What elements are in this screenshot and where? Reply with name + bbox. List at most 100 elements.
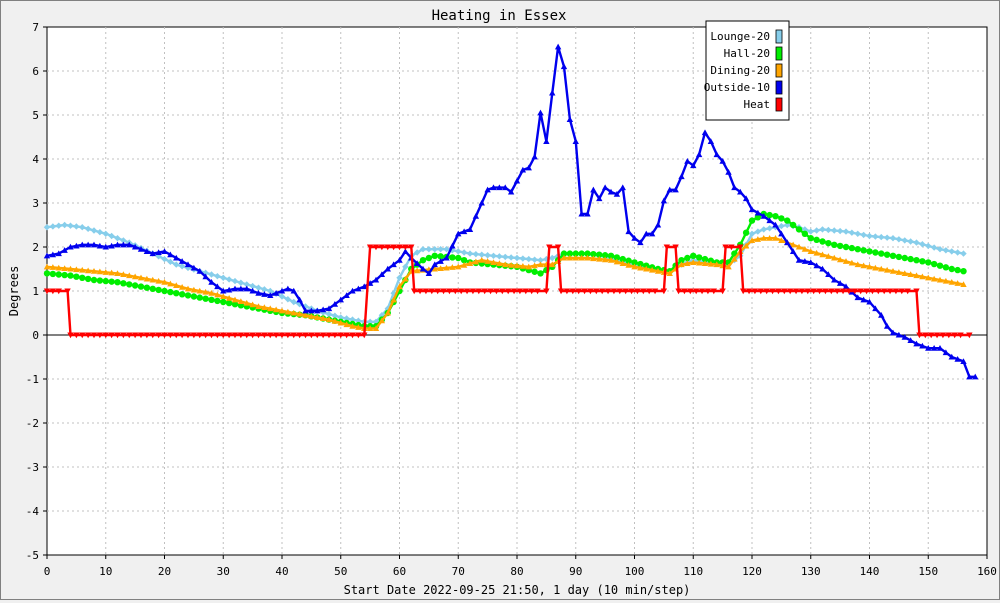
data-point: [79, 241, 86, 248]
data-point: [361, 283, 368, 290]
data-point: [569, 288, 577, 295]
data-point: [126, 272, 133, 279]
data-point: [510, 288, 518, 295]
data-point: [860, 262, 867, 269]
x-tick-label: 80: [510, 565, 523, 578]
data-point: [49, 223, 57, 230]
data-point: [355, 285, 362, 292]
data-point: [55, 271, 62, 278]
data-point: [408, 244, 415, 251]
data-point: [196, 294, 203, 301]
data-point: [936, 276, 944, 283]
data-point: [425, 246, 433, 253]
x-tick-label: 50: [334, 565, 347, 578]
data-point: [396, 244, 403, 251]
data-point: [396, 283, 403, 290]
data-point: [131, 243, 139, 250]
data-point: [889, 252, 897, 259]
data-point: [396, 274, 403, 281]
data-point: [875, 288, 882, 295]
data-point: [534, 288, 541, 295]
data-point: [43, 224, 51, 231]
data-point: [930, 260, 938, 268]
data-point: [431, 261, 438, 268]
data-point: [825, 239, 832, 247]
data-point: [760, 235, 767, 241]
data-point: [907, 238, 914, 245]
data-point: [742, 195, 750, 202]
data-point: [537, 270, 544, 277]
data-point: [96, 268, 104, 275]
data-point: [490, 252, 497, 259]
data-point: [434, 288, 441, 295]
data-point: [463, 288, 471, 295]
data-point: [149, 250, 156, 257]
data-point: [704, 288, 712, 295]
data-point: [90, 268, 98, 274]
data-point: [255, 332, 262, 339]
data-point: [880, 288, 888, 295]
x-tick-label: 0: [44, 565, 51, 578]
data-point: [784, 221, 791, 229]
data-point: [889, 268, 897, 274]
data-point: [860, 296, 867, 303]
data-point: [249, 287, 256, 294]
data-point: [108, 332, 115, 339]
data-point: [869, 288, 876, 295]
data-point: [290, 298, 297, 306]
data-point: [237, 332, 245, 339]
data-point: [836, 256, 844, 263]
data-point: [813, 262, 820, 269]
data-point: [596, 251, 603, 258]
data-point: [372, 276, 380, 283]
data-point: [161, 287, 168, 295]
data-point: [73, 266, 80, 273]
data-point: [713, 151, 720, 158]
data-point: [384, 265, 391, 272]
data-point: [601, 184, 609, 191]
data-point: [584, 210, 591, 217]
data-point: [437, 265, 444, 272]
y-tick-label: -5: [26, 549, 39, 562]
data-point: [220, 287, 227, 294]
data-point: [942, 264, 950, 271]
data-point: [925, 259, 932, 266]
data-point: [349, 323, 356, 329]
data-point: [102, 243, 109, 250]
data-point: [475, 288, 483, 295]
data-point: [325, 332, 333, 339]
x-tick-label: 130: [801, 565, 821, 578]
x-tick-label: 40: [275, 565, 288, 578]
data-point: [922, 332, 929, 339]
data-point: [572, 254, 579, 261]
data-point: [763, 288, 770, 295]
data-point: [413, 249, 421, 256]
data-point: [355, 324, 362, 330]
data-point: [572, 250, 579, 257]
data-point: [951, 332, 958, 339]
data-point: [314, 314, 321, 320]
data-point: [184, 292, 192, 299]
data-point: [690, 252, 697, 259]
data-point: [478, 199, 485, 206]
data-point: [584, 254, 591, 261]
data-point: [428, 288, 436, 295]
y-tick-label: -3: [26, 461, 39, 474]
data-point: [854, 261, 861, 268]
data-point: [55, 288, 62, 295]
data-point: [883, 234, 891, 241]
data-point: [314, 307, 321, 314]
data-point: [813, 227, 820, 234]
data-point: [878, 312, 885, 318]
y-tick-label: -2: [26, 417, 39, 430]
data-point: [801, 226, 809, 233]
data-point: [84, 267, 92, 274]
data-point: [575, 288, 582, 295]
data-point: [678, 173, 685, 180]
data-point: [460, 257, 468, 264]
data-point: [337, 332, 344, 339]
data-point: [754, 209, 762, 216]
data-point: [455, 263, 462, 270]
data-point: [866, 263, 873, 270]
data-point: [173, 254, 180, 261]
